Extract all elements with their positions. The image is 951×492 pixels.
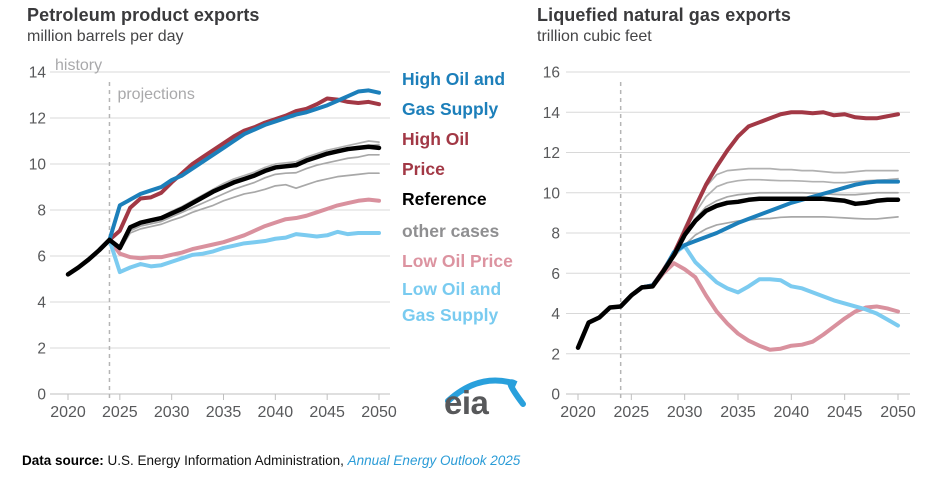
petroleum-chart-title: Petroleum product exports (27, 5, 260, 25)
legend-low-oil-price: Low Oil Price (402, 251, 513, 271)
svg-text:8: 8 (37, 203, 46, 220)
legend-high-oil-price: High Oil (402, 129, 470, 149)
eia-logo-text: eia (444, 384, 489, 421)
svg-text:2030: 2030 (154, 404, 190, 421)
legend-high-oil-gas-supply: Gas Supply (402, 99, 499, 119)
svg-text:2040: 2040 (774, 404, 810, 421)
svg-text:4: 4 (551, 306, 560, 323)
svg-text:2035: 2035 (720, 404, 756, 421)
eia-logo-swoosh (445, 377, 526, 407)
svg-text:2025: 2025 (102, 404, 138, 421)
svg-text:2035: 2035 (206, 404, 242, 421)
svg-text:4: 4 (37, 295, 46, 312)
svg-text:2020: 2020 (50, 404, 86, 421)
svg-text:2040: 2040 (258, 404, 294, 421)
svg-text:14: 14 (29, 65, 47, 82)
scenario-legend: High Oil and Gas Supply High Oil Price R… (402, 64, 557, 328)
svg-text:2020: 2020 (560, 404, 596, 421)
eia-logo: eia (440, 364, 535, 426)
data-source-note: Data source: U.S. Energy Information Adm… (22, 453, 520, 468)
svg-text:16: 16 (543, 65, 560, 82)
svg-text:0: 0 (37, 387, 46, 404)
svg-text:2: 2 (551, 346, 560, 363)
svg-text:10: 10 (543, 185, 561, 202)
lng-chart-title: Liquefied natural gas exports (537, 5, 791, 25)
data-source-text: U.S. Energy Information Administration, (103, 453, 348, 468)
legend-low-oil-gas-supply: Low Oil and (402, 279, 502, 299)
svg-text:2050: 2050 (880, 404, 916, 421)
legend-low-oil-gas-supply: Gas Supply (402, 305, 499, 325)
legend-high-oil-price: Price (402, 159, 445, 179)
svg-text:2045: 2045 (309, 404, 345, 421)
svg-text:12: 12 (29, 111, 46, 128)
legend-reference: Reference (402, 189, 487, 209)
svg-text:2030: 2030 (667, 404, 703, 421)
lng-chart-subtitle: trillion cubic feet (537, 28, 652, 45)
data-source-label: Data source: (22, 453, 104, 468)
svg-text:2045: 2045 (827, 404, 863, 421)
svg-text:8: 8 (551, 226, 560, 243)
svg-text:6: 6 (37, 249, 46, 266)
legend-other-cases: other cases (402, 221, 500, 241)
svg-text:2: 2 (37, 341, 46, 358)
svg-text:projections: projections (117, 86, 194, 103)
legend-high-oil-gas-supply: High Oil and (402, 69, 506, 89)
svg-text:0: 0 (551, 387, 560, 404)
svg-text:14: 14 (543, 105, 561, 122)
petroleum-chart-subtitle: million barrels per day (27, 28, 184, 45)
svg-text:6: 6 (551, 266, 560, 283)
svg-text:2050: 2050 (361, 404, 397, 421)
svg-text:12: 12 (543, 145, 560, 162)
svg-text:2025: 2025 (614, 404, 650, 421)
svg-text:10: 10 (29, 157, 47, 174)
annual-energy-outlook-link[interactable]: Annual Energy Outlook 2025 (347, 453, 521, 468)
svg-text:history: history (55, 57, 102, 74)
